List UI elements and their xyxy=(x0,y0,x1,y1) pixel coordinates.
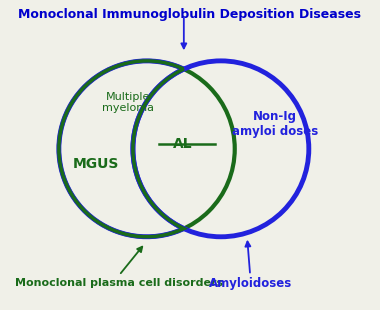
Text: Monoclonal Immunoglobulin Deposition Diseases: Monoclonal Immunoglobulin Deposition Dis… xyxy=(19,8,361,21)
Text: Non-Ig
amyloi doses: Non-Ig amyloi doses xyxy=(232,110,318,138)
Text: MGUS: MGUS xyxy=(73,157,119,171)
Text: Monoclonal plasma cell disorders: Monoclonal plasma cell disorders xyxy=(15,278,223,288)
Text: Amyloidoses: Amyloidoses xyxy=(209,277,292,290)
Text: Multiple
myeloma: Multiple myeloma xyxy=(102,92,154,113)
Text: AL: AL xyxy=(173,137,193,151)
